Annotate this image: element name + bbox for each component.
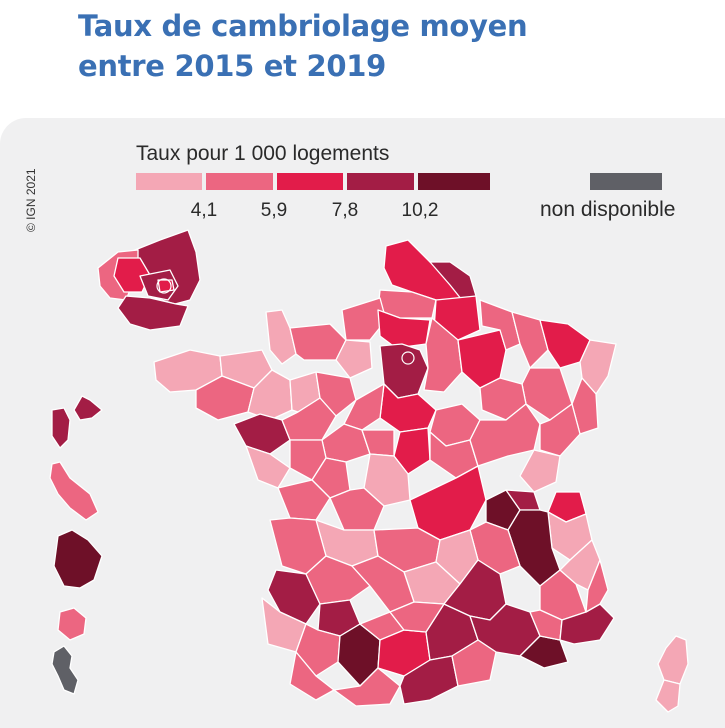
region-shape xyxy=(379,383,437,433)
region-shape xyxy=(117,295,189,331)
region-shape xyxy=(277,479,331,521)
region-shape xyxy=(341,297,387,341)
legend-break-4: 10,2 xyxy=(401,200,439,221)
legend-break-3: 7,8 xyxy=(331,200,359,221)
paris-region-inset xyxy=(97,229,201,331)
legend-swatch-class-2 xyxy=(206,173,273,190)
map-title: Taux de cambriolage moyen entre 2015 et … xyxy=(78,6,528,86)
legend-swatch-class-3 xyxy=(277,173,343,190)
region-shape xyxy=(519,449,561,493)
paris-circle-inset xyxy=(156,278,172,294)
region-shape xyxy=(245,445,291,489)
legend-title: Taux pour 1 000 logements xyxy=(136,142,390,165)
region-shape xyxy=(51,407,71,449)
region-shape xyxy=(657,635,689,685)
region-shape xyxy=(57,607,87,641)
region-shape xyxy=(157,279,175,293)
region-shape xyxy=(507,509,561,587)
legend-break-2: 5,9 xyxy=(260,200,288,221)
corsica xyxy=(655,635,689,713)
mainland-departments xyxy=(153,239,617,707)
title-line-2: entre 2015 et 2019 xyxy=(78,49,386,83)
legend-swatch-class-1 xyxy=(136,173,202,190)
region-shape xyxy=(289,651,335,701)
region-shape xyxy=(113,257,151,293)
legend-label-not-available: non disponible xyxy=(540,198,676,221)
legend-swatch-not-available xyxy=(590,173,662,190)
region-shape xyxy=(511,311,549,369)
region-shape xyxy=(343,383,385,431)
region-shape xyxy=(49,461,99,521)
region-shape xyxy=(289,323,347,361)
paris-marker xyxy=(156,278,415,365)
paris-circle-mainland xyxy=(401,351,415,365)
region-shape xyxy=(393,427,431,475)
region-shape xyxy=(451,639,497,687)
region-shape xyxy=(53,529,103,589)
legend-swatch-class-4 xyxy=(347,173,414,190)
overseas-departments xyxy=(49,395,103,695)
region-shape xyxy=(51,645,79,695)
region-shape xyxy=(655,679,681,713)
region-shape xyxy=(315,371,357,417)
region-shape xyxy=(335,339,373,379)
region-shape xyxy=(571,377,599,435)
region-shape xyxy=(585,559,609,613)
region-shape xyxy=(389,601,445,633)
legend-swatch-class-5 xyxy=(418,173,490,190)
region-shape xyxy=(519,635,569,669)
region-shape xyxy=(73,395,103,421)
legend-break-1: 4,1 xyxy=(190,200,218,221)
title-line-1: Taux de cambriolage moyen xyxy=(78,9,528,43)
